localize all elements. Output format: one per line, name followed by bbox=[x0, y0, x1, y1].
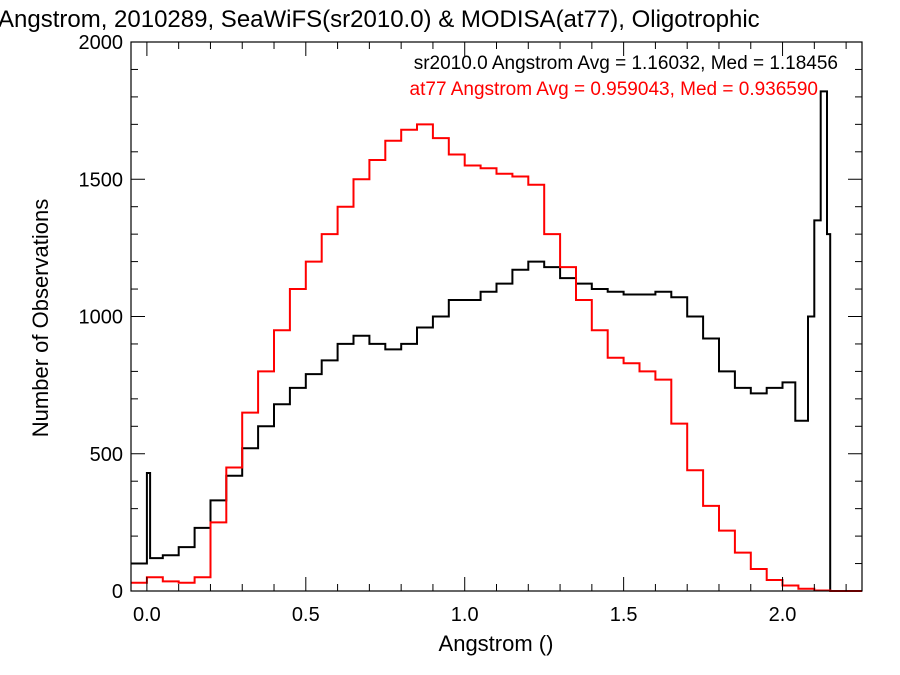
plot-frame bbox=[130, 41, 863, 592]
y-tick-label: 1000 bbox=[79, 307, 124, 329]
x-tick-label: 0.5 bbox=[292, 604, 320, 626]
annotation-at77: at77 Angstrom Avg = 0.959043, Med = 0.93… bbox=[410, 79, 818, 100]
x-axis-label: Angstrom () bbox=[439, 631, 554, 656]
y-tick-label: 2000 bbox=[79, 32, 124, 54]
y-tick-label: 500 bbox=[90, 444, 123, 466]
x-tick-label: 1.0 bbox=[451, 604, 479, 626]
x-tick-label: 2.0 bbox=[769, 604, 797, 626]
x-tick-label: 0.0 bbox=[133, 604, 161, 626]
y-tick-label: 0 bbox=[112, 581, 123, 603]
annotation-sr2010: sr2010.0 Angstrom Avg = 1.16032, Med = 1… bbox=[414, 53, 838, 74]
x-tick-label: 1.5 bbox=[610, 604, 638, 626]
series-line-1 bbox=[131, 123, 862, 592]
y-axis-label: Number of Observations bbox=[28, 199, 53, 437]
y-tick-label: 1500 bbox=[79, 169, 124, 191]
chart-title: Angstrom, 2010289, SeaWiFS(sr2010.0) & M… bbox=[0, 6, 760, 33]
